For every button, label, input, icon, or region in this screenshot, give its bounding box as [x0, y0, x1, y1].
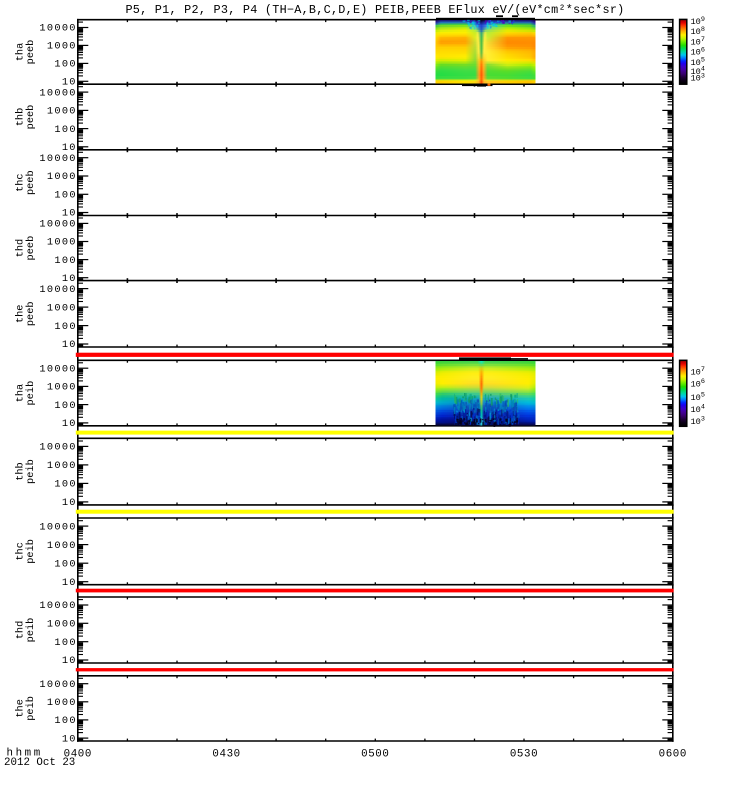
svg-text:100: 100: [54, 637, 76, 649]
svg-text:the: the: [15, 699, 27, 718]
svg-text:2012 Oct 23: 2012 Oct 23: [4, 757, 75, 769]
svg-text:10: 10: [62, 497, 77, 509]
svg-text:10: 10: [62, 655, 77, 667]
svg-text:100: 100: [54, 558, 76, 570]
svg-text:10: 10: [62, 418, 77, 430]
svg-text:thc: thc: [15, 173, 27, 192]
svg-text:10000: 10000: [39, 87, 76, 99]
svg-text:10: 10: [62, 208, 77, 220]
svg-text:hhmm: hhmm: [7, 748, 43, 760]
svg-text:107: 107: [691, 366, 705, 377]
svg-text:1000: 1000: [47, 302, 77, 314]
svg-text:peib: peib: [25, 696, 37, 721]
svg-text:peeb: peeb: [25, 105, 37, 130]
svg-text:10: 10: [62, 733, 77, 745]
svg-text:thd: thd: [15, 621, 27, 640]
svg-text:0430: 0430: [212, 748, 240, 760]
svg-text:10: 10: [62, 273, 77, 285]
svg-text:thd: thd: [15, 239, 27, 258]
svg-text:thb: thb: [15, 462, 27, 481]
svg-text:100: 100: [54, 190, 76, 202]
svg-text:tha: tha: [15, 384, 27, 403]
svg-text:1000: 1000: [47, 382, 77, 394]
svg-text:100: 100: [54, 59, 76, 71]
svg-text:thb: thb: [15, 108, 27, 127]
svg-text:103: 103: [691, 416, 705, 427]
svg-text:105: 105: [691, 392, 705, 403]
svg-text:1000: 1000: [47, 619, 77, 631]
svg-text:peeb: peeb: [25, 170, 37, 195]
svg-text:the: the: [15, 305, 27, 324]
svg-text:peib: peib: [25, 539, 37, 564]
svg-text:1000: 1000: [47, 106, 77, 118]
svg-text:106: 106: [691, 378, 705, 389]
svg-text:100: 100: [54, 715, 76, 727]
svg-text:109: 109: [691, 16, 705, 27]
svg-text:1000: 1000: [47, 171, 77, 183]
svg-text:P5, P1, P2, P3, P4 (TH−A,B,C,D: P5, P1, P2, P3, P4 (TH−A,B,C,D,E) PEIB,P…: [125, 3, 624, 17]
svg-text:104: 104: [691, 66, 705, 77]
svg-text:0530: 0530: [510, 748, 538, 760]
svg-text:peeb: peeb: [25, 236, 37, 261]
svg-text:105: 105: [691, 57, 705, 68]
svg-text:10000: 10000: [39, 521, 76, 533]
svg-text:1000: 1000: [47, 540, 77, 552]
svg-text:thc: thc: [15, 542, 27, 561]
svg-text:10: 10: [62, 77, 77, 89]
svg-text:10: 10: [62, 577, 77, 589]
svg-text:1000: 1000: [47, 697, 77, 709]
svg-text:1000: 1000: [47, 41, 77, 53]
svg-text:100: 100: [54, 321, 76, 333]
svg-text:107: 107: [691, 36, 705, 47]
svg-text:106: 106: [691, 46, 705, 57]
svg-text:10000: 10000: [39, 442, 76, 454]
svg-text:100: 100: [54, 124, 76, 136]
svg-text:peib: peib: [25, 381, 37, 406]
svg-text:peib: peib: [25, 618, 37, 643]
svg-text:10000: 10000: [39, 153, 76, 165]
svg-text:tha: tha: [15, 43, 27, 62]
svg-text:10000: 10000: [39, 284, 76, 296]
svg-text:100: 100: [54, 479, 76, 491]
svg-text:10: 10: [62, 339, 77, 351]
svg-text:103: 103: [691, 72, 705, 83]
svg-text:peeb: peeb: [25, 301, 37, 326]
svg-text:1000: 1000: [47, 460, 77, 472]
svg-text:0600: 0600: [659, 748, 687, 760]
svg-text:10000: 10000: [39, 679, 76, 691]
svg-text:0500: 0500: [361, 748, 389, 760]
svg-text:1000: 1000: [47, 237, 77, 249]
svg-text:peib: peib: [25, 459, 37, 484]
svg-text:peeb: peeb: [25, 40, 37, 65]
svg-text:104: 104: [691, 404, 705, 415]
svg-text:10: 10: [62, 142, 77, 154]
svg-text:100: 100: [54, 255, 76, 267]
svg-text:10000: 10000: [39, 219, 76, 231]
svg-text:10000: 10000: [39, 600, 76, 612]
svg-text:10000: 10000: [39, 363, 76, 375]
svg-text:100: 100: [54, 400, 76, 412]
svg-text:0400: 0400: [64, 748, 92, 760]
svg-text:108: 108: [691, 26, 705, 37]
svg-text:10000: 10000: [39, 23, 76, 35]
